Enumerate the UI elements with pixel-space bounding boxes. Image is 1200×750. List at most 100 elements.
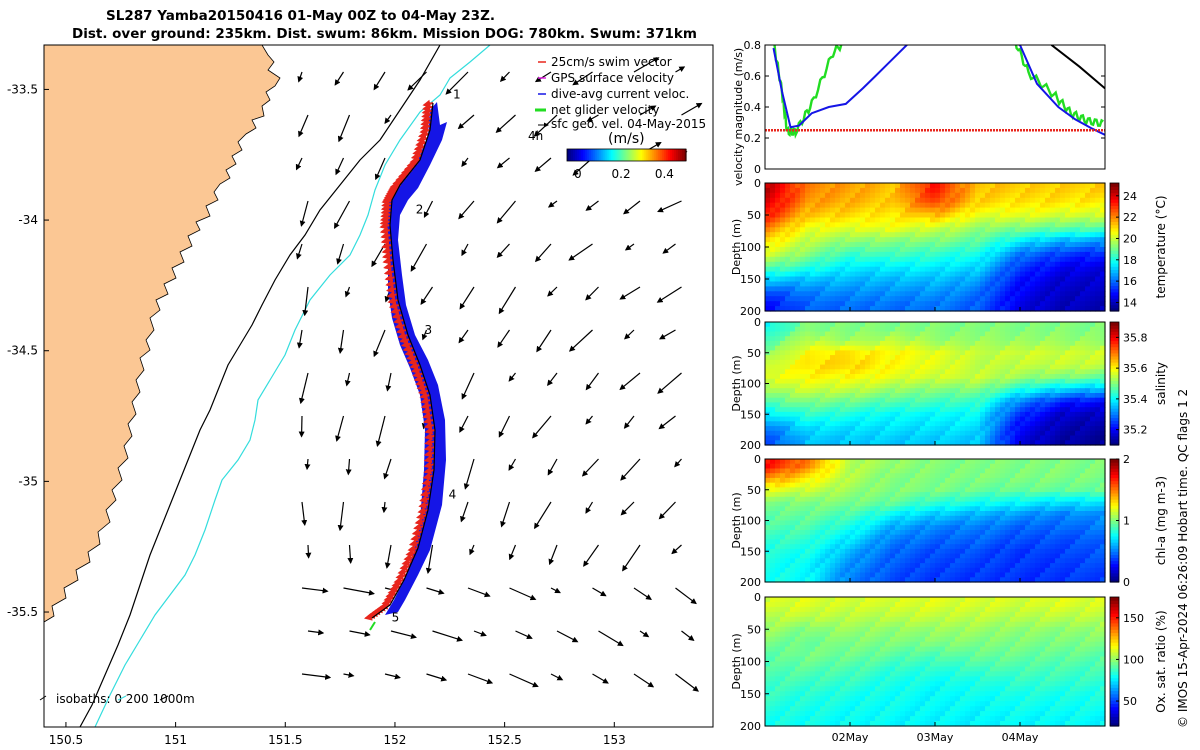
heatmap-cell — [1075, 271, 1081, 278]
colorbar-swatch — [1110, 263, 1119, 267]
heatmap-cell — [895, 261, 901, 268]
heatmap-cell — [850, 482, 856, 488]
heatmap-cell — [775, 326, 781, 332]
heatmap-cell — [955, 388, 961, 394]
heatmap-cell — [910, 345, 916, 351]
heatmap-cell — [865, 421, 871, 427]
heatmap-cell — [1005, 426, 1011, 432]
heatmap-cell — [1000, 306, 1006, 312]
heatmap-cell — [870, 306, 876, 312]
heatmap-cell — [915, 515, 921, 522]
heatmap-cell — [970, 197, 976, 204]
heatmap-cell — [1020, 237, 1026, 243]
heatmap-cell — [795, 378, 801, 385]
geostrophic-arrow — [658, 501, 676, 520]
heatmap-cell — [1060, 355, 1066, 361]
heatmap-cell — [930, 345, 936, 351]
heatmap-cell — [1070, 520, 1076, 526]
heatmap-cell — [985, 217, 991, 223]
heatmap-cell — [775, 473, 781, 479]
heatmap-cell — [1025, 407, 1031, 413]
heatmap-cell — [850, 468, 856, 474]
heatmap-cell — [935, 331, 941, 337]
heatmap-cell — [870, 435, 876, 441]
heatmap-cell — [1100, 378, 1106, 385]
heatmap-cell — [1085, 242, 1091, 248]
heatmap-cell — [1055, 511, 1061, 517]
heatmap-cell — [790, 237, 796, 243]
heatmap-cell — [1060, 301, 1066, 307]
geostrophic-arrow — [633, 673, 655, 688]
heatmap-cell — [1030, 242, 1036, 248]
heatmap-cell — [900, 247, 906, 253]
heatmap-cell — [930, 242, 936, 248]
heatmap-cell — [895, 388, 901, 394]
heatmap-cell — [1020, 217, 1026, 223]
heatmap-cell — [945, 256, 951, 263]
heatmap-cell — [765, 192, 771, 199]
heatmap-cell — [880, 232, 886, 238]
heatmap-cell — [765, 217, 771, 223]
map-x-tick-label: 151.5 — [268, 733, 302, 747]
heatmap-cell — [975, 511, 981, 517]
heatmap-cell — [815, 340, 821, 347]
heatmap-cell — [875, 197, 881, 204]
heatmap-cell — [840, 492, 846, 498]
heatmap-cell — [915, 237, 921, 243]
heatmap-cell — [830, 402, 836, 408]
heatmap-cell — [790, 477, 796, 484]
heatmap-cell — [1075, 397, 1081, 403]
heatmap-cell — [845, 515, 851, 522]
heatmap-cell — [1005, 276, 1011, 282]
heatmap-cell — [920, 501, 926, 507]
heatmap-cell — [975, 477, 981, 484]
heatmap-cell — [860, 345, 866, 351]
heatmap-cell — [1065, 459, 1071, 465]
heatmap-cell — [890, 202, 896, 209]
heatmap-cell — [980, 421, 986, 427]
heatmap-cell — [925, 212, 931, 218]
heatmap-cell — [980, 212, 986, 218]
swim-vector — [413, 522, 424, 531]
heatmap-cell — [975, 256, 981, 263]
heatmap-cell — [880, 276, 886, 282]
heatmap-cell — [915, 281, 921, 287]
heatmap-cell — [860, 306, 866, 312]
heatmap-cell — [1070, 276, 1076, 282]
heatmap-cell — [900, 222, 906, 228]
colorbar-swatch — [628, 149, 632, 161]
heatmap-cell — [765, 477, 771, 484]
heatmap-cell — [1030, 501, 1036, 507]
heatmap-cell — [930, 232, 936, 238]
heatmap-cell — [970, 251, 976, 258]
heatmap-cell — [885, 501, 891, 507]
heatmap-cell — [790, 251, 796, 258]
heatmap-cell — [955, 187, 961, 194]
heatmap-cell — [960, 421, 966, 427]
heatmap-cell — [785, 261, 791, 268]
heatmap-cell — [810, 496, 816, 503]
heatmap-cell — [990, 473, 996, 479]
heatmap-cell — [1100, 506, 1106, 512]
heatmap-cell — [940, 237, 946, 243]
heatmap-cell — [780, 369, 786, 375]
heatmap-cell — [805, 468, 811, 474]
heatmap-cell — [870, 271, 876, 278]
heatmap-cell — [790, 207, 796, 214]
heatmap-cell — [925, 350, 931, 356]
heatmap-cell — [830, 482, 836, 488]
heatmap-cell — [780, 183, 786, 189]
colorbar-swatch — [1110, 266, 1119, 270]
heatmap-cell — [860, 492, 866, 498]
colorbar-swatch — [638, 149, 641, 161]
heatmap-cell — [935, 207, 941, 214]
heatmap-cell — [840, 393, 846, 399]
heatmap-cell — [1025, 340, 1031, 347]
geostrophic-arrow — [675, 66, 686, 73]
heatmap-cell — [1080, 192, 1086, 199]
geostrophic-arrow — [461, 372, 475, 400]
heatmap-cell — [1015, 345, 1021, 351]
heatmap-cell — [825, 402, 831, 408]
heatmap-cell — [1070, 266, 1076, 273]
